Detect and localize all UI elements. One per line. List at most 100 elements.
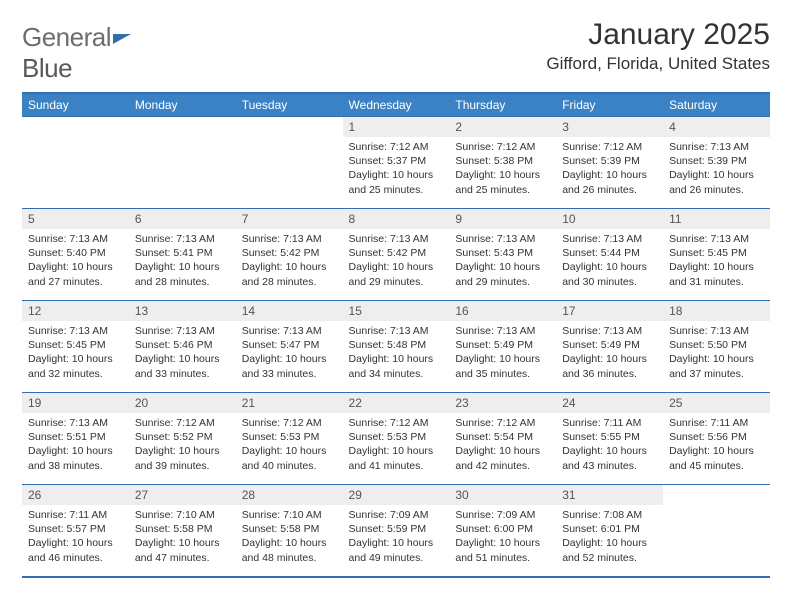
header: General Blue January 2025 Gifford, Flori… bbox=[22, 18, 770, 84]
day-number: 30 bbox=[449, 485, 556, 505]
day-number: 5 bbox=[22, 209, 129, 229]
calendar-day-cell: 28Sunrise: 7:10 AMSunset: 5:58 PMDayligh… bbox=[236, 485, 343, 577]
day-number: 19 bbox=[22, 393, 129, 413]
day-details: Sunrise: 7:13 AMSunset: 5:44 PMDaylight:… bbox=[556, 229, 663, 295]
calendar-day-cell: 15Sunrise: 7:13 AMSunset: 5:48 PMDayligh… bbox=[343, 301, 450, 393]
calendar-day-cell bbox=[22, 117, 129, 209]
calendar-day-cell: 31Sunrise: 7:08 AMSunset: 6:01 PMDayligh… bbox=[556, 485, 663, 577]
day-number: 25 bbox=[663, 393, 770, 413]
day-details: Sunrise: 7:13 AMSunset: 5:50 PMDaylight:… bbox=[663, 321, 770, 387]
day-header: Thursday bbox=[449, 93, 556, 117]
day-number: 3 bbox=[556, 117, 663, 137]
day-details: Sunrise: 7:12 AMSunset: 5:54 PMDaylight:… bbox=[449, 413, 556, 479]
calendar-day-cell: 7Sunrise: 7:13 AMSunset: 5:42 PMDaylight… bbox=[236, 209, 343, 301]
day-number: 11 bbox=[663, 209, 770, 229]
day-number-empty bbox=[236, 117, 343, 137]
day-number: 7 bbox=[236, 209, 343, 229]
brand-triangle-icon bbox=[113, 34, 131, 44]
day-number: 31 bbox=[556, 485, 663, 505]
day-number: 24 bbox=[556, 393, 663, 413]
day-details: Sunrise: 7:10 AMSunset: 5:58 PMDaylight:… bbox=[129, 505, 236, 571]
day-number: 10 bbox=[556, 209, 663, 229]
day-details: Sunrise: 7:13 AMSunset: 5:43 PMDaylight:… bbox=[449, 229, 556, 295]
calendar-day-cell: 13Sunrise: 7:13 AMSunset: 5:46 PMDayligh… bbox=[129, 301, 236, 393]
day-details: Sunrise: 7:13 AMSunset: 5:49 PMDaylight:… bbox=[556, 321, 663, 387]
calendar-day-cell: 16Sunrise: 7:13 AMSunset: 5:49 PMDayligh… bbox=[449, 301, 556, 393]
day-header: Saturday bbox=[663, 93, 770, 117]
calendar-day-cell: 10Sunrise: 7:13 AMSunset: 5:44 PMDayligh… bbox=[556, 209, 663, 301]
calendar-day-cell: 2Sunrise: 7:12 AMSunset: 5:38 PMDaylight… bbox=[449, 117, 556, 209]
day-number: 20 bbox=[129, 393, 236, 413]
day-number: 18 bbox=[663, 301, 770, 321]
calendar-day-cell: 4Sunrise: 7:13 AMSunset: 5:39 PMDaylight… bbox=[663, 117, 770, 209]
day-details: Sunrise: 7:13 AMSunset: 5:42 PMDaylight:… bbox=[343, 229, 450, 295]
calendar-day-cell: 12Sunrise: 7:13 AMSunset: 5:45 PMDayligh… bbox=[22, 301, 129, 393]
day-details: Sunrise: 7:13 AMSunset: 5:41 PMDaylight:… bbox=[129, 229, 236, 295]
calendar-day-cell: 8Sunrise: 7:13 AMSunset: 5:42 PMDaylight… bbox=[343, 209, 450, 301]
day-number: 29 bbox=[343, 485, 450, 505]
day-header: Wednesday bbox=[343, 93, 450, 117]
day-number: 27 bbox=[129, 485, 236, 505]
calendar-day-cell: 3Sunrise: 7:12 AMSunset: 5:39 PMDaylight… bbox=[556, 117, 663, 209]
day-number: 6 bbox=[129, 209, 236, 229]
day-number: 22 bbox=[343, 393, 450, 413]
day-details: Sunrise: 7:11 AMSunset: 5:56 PMDaylight:… bbox=[663, 413, 770, 479]
day-details: Sunrise: 7:13 AMSunset: 5:45 PMDaylight:… bbox=[22, 321, 129, 387]
day-details: Sunrise: 7:11 AMSunset: 5:57 PMDaylight:… bbox=[22, 505, 129, 571]
calendar-day-cell: 11Sunrise: 7:13 AMSunset: 5:45 PMDayligh… bbox=[663, 209, 770, 301]
day-details: Sunrise: 7:08 AMSunset: 6:01 PMDaylight:… bbox=[556, 505, 663, 571]
day-details: Sunrise: 7:10 AMSunset: 5:58 PMDaylight:… bbox=[236, 505, 343, 571]
calendar-day-cell bbox=[236, 117, 343, 209]
brand-text-2: Blue bbox=[22, 53, 72, 83]
day-details: Sunrise: 7:11 AMSunset: 5:55 PMDaylight:… bbox=[556, 413, 663, 479]
day-number-empty bbox=[22, 117, 129, 137]
calendar-day-cell bbox=[129, 117, 236, 209]
day-header: Sunday bbox=[22, 93, 129, 117]
day-number: 26 bbox=[22, 485, 129, 505]
calendar-day-cell bbox=[663, 485, 770, 577]
day-number: 13 bbox=[129, 301, 236, 321]
calendar-week-row: 26Sunrise: 7:11 AMSunset: 5:57 PMDayligh… bbox=[22, 485, 770, 577]
day-details: Sunrise: 7:12 AMSunset: 5:53 PMDaylight:… bbox=[343, 413, 450, 479]
calendar-day-cell: 18Sunrise: 7:13 AMSunset: 5:50 PMDayligh… bbox=[663, 301, 770, 393]
day-details: Sunrise: 7:12 AMSunset: 5:39 PMDaylight:… bbox=[556, 137, 663, 203]
day-number: 8 bbox=[343, 209, 450, 229]
calendar-week-row: 19Sunrise: 7:13 AMSunset: 5:51 PMDayligh… bbox=[22, 393, 770, 485]
day-number: 21 bbox=[236, 393, 343, 413]
day-header: Tuesday bbox=[236, 93, 343, 117]
day-number: 16 bbox=[449, 301, 556, 321]
calendar-day-cell: 24Sunrise: 7:11 AMSunset: 5:55 PMDayligh… bbox=[556, 393, 663, 485]
day-details: Sunrise: 7:12 AMSunset: 5:37 PMDaylight:… bbox=[343, 137, 450, 203]
calendar-day-cell: 27Sunrise: 7:10 AMSunset: 5:58 PMDayligh… bbox=[129, 485, 236, 577]
calendar-table: SundayMondayTuesdayWednesdayThursdayFrid… bbox=[22, 92, 770, 578]
day-details: Sunrise: 7:12 AMSunset: 5:38 PMDaylight:… bbox=[449, 137, 556, 203]
day-number: 17 bbox=[556, 301, 663, 321]
day-details: Sunrise: 7:12 AMSunset: 5:53 PMDaylight:… bbox=[236, 413, 343, 479]
calendar-day-cell: 1Sunrise: 7:12 AMSunset: 5:37 PMDaylight… bbox=[343, 117, 450, 209]
day-number: 15 bbox=[343, 301, 450, 321]
month-title: January 2025 bbox=[546, 18, 770, 52]
calendar-day-cell: 5Sunrise: 7:13 AMSunset: 5:40 PMDaylight… bbox=[22, 209, 129, 301]
day-details: Sunrise: 7:09 AMSunset: 6:00 PMDaylight:… bbox=[449, 505, 556, 571]
day-details: Sunrise: 7:13 AMSunset: 5:46 PMDaylight:… bbox=[129, 321, 236, 387]
day-number-empty bbox=[663, 485, 770, 505]
day-details: Sunrise: 7:13 AMSunset: 5:51 PMDaylight:… bbox=[22, 413, 129, 479]
calendar-day-cell: 17Sunrise: 7:13 AMSunset: 5:49 PMDayligh… bbox=[556, 301, 663, 393]
calendar-day-cell: 26Sunrise: 7:11 AMSunset: 5:57 PMDayligh… bbox=[22, 485, 129, 577]
location-subtitle: Gifford, Florida, United States bbox=[546, 54, 770, 74]
day-number: 4 bbox=[663, 117, 770, 137]
calendar-header-row: SundayMondayTuesdayWednesdayThursdayFrid… bbox=[22, 93, 770, 117]
day-details: Sunrise: 7:12 AMSunset: 5:52 PMDaylight:… bbox=[129, 413, 236, 479]
day-number: 23 bbox=[449, 393, 556, 413]
calendar-day-cell: 9Sunrise: 7:13 AMSunset: 5:43 PMDaylight… bbox=[449, 209, 556, 301]
calendar-week-row: 12Sunrise: 7:13 AMSunset: 5:45 PMDayligh… bbox=[22, 301, 770, 393]
brand-logo: General Blue bbox=[22, 18, 131, 84]
day-details: Sunrise: 7:09 AMSunset: 5:59 PMDaylight:… bbox=[343, 505, 450, 571]
day-details: Sunrise: 7:13 AMSunset: 5:42 PMDaylight:… bbox=[236, 229, 343, 295]
brand-text: General Blue bbox=[22, 22, 131, 84]
calendar-day-cell: 23Sunrise: 7:12 AMSunset: 5:54 PMDayligh… bbox=[449, 393, 556, 485]
day-header: Friday bbox=[556, 93, 663, 117]
calendar-day-cell: 21Sunrise: 7:12 AMSunset: 5:53 PMDayligh… bbox=[236, 393, 343, 485]
calendar-body: 1Sunrise: 7:12 AMSunset: 5:37 PMDaylight… bbox=[22, 117, 770, 577]
calendar-day-cell: 30Sunrise: 7:09 AMSunset: 6:00 PMDayligh… bbox=[449, 485, 556, 577]
